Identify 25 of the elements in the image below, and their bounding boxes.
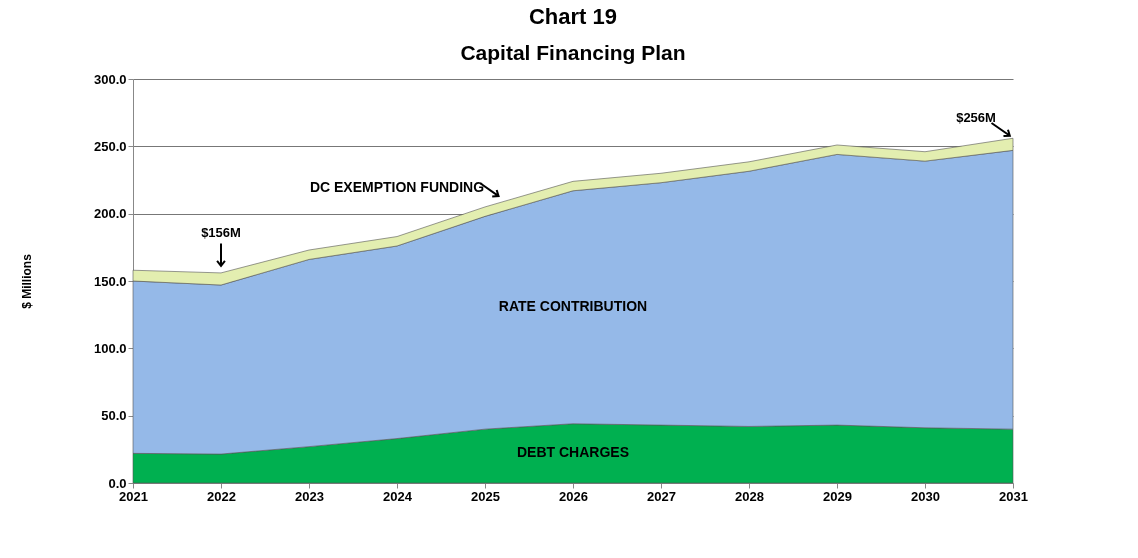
x-tick-label: 2022 [207,488,236,504]
x-tick-label: 2023 [295,488,324,504]
y-tick-label: 100.0 [93,340,127,356]
series-label: RATE CONTRIBUTION [498,298,648,315]
x-tick-label: 2030 [911,488,940,504]
x-tick-label: 2021 [119,488,148,504]
y-tick-label: 200.0 [93,206,127,222]
y-tick-label: 0.0 [108,475,127,491]
x-tick-label: 2029 [823,488,852,504]
chart-subtitle: Capital Financing Plan [460,41,686,64]
x-tick-label: 2024 [383,488,413,504]
annotation: $256M [956,110,996,126]
y-tick-label: 300.0 [93,71,127,87]
chart-title: Chart 19 [528,4,618,29]
y-axis-title: $ Millions [19,253,34,309]
y-tick-label: 50.0 [101,408,127,424]
x-tick-label: 2027 [647,488,676,504]
x-tick-label: 2028 [735,488,764,504]
y-tick-label: 250.0 [93,138,127,154]
x-tick-label: 2026 [559,488,588,504]
series-label: DC EXEMPTION FUNDING [309,179,485,196]
x-tick-label: 2025 [471,488,500,504]
x-tick-label: 2031 [999,488,1028,504]
y-tick-label: 150.0 [93,273,127,289]
annotation: $156M [201,224,241,240]
